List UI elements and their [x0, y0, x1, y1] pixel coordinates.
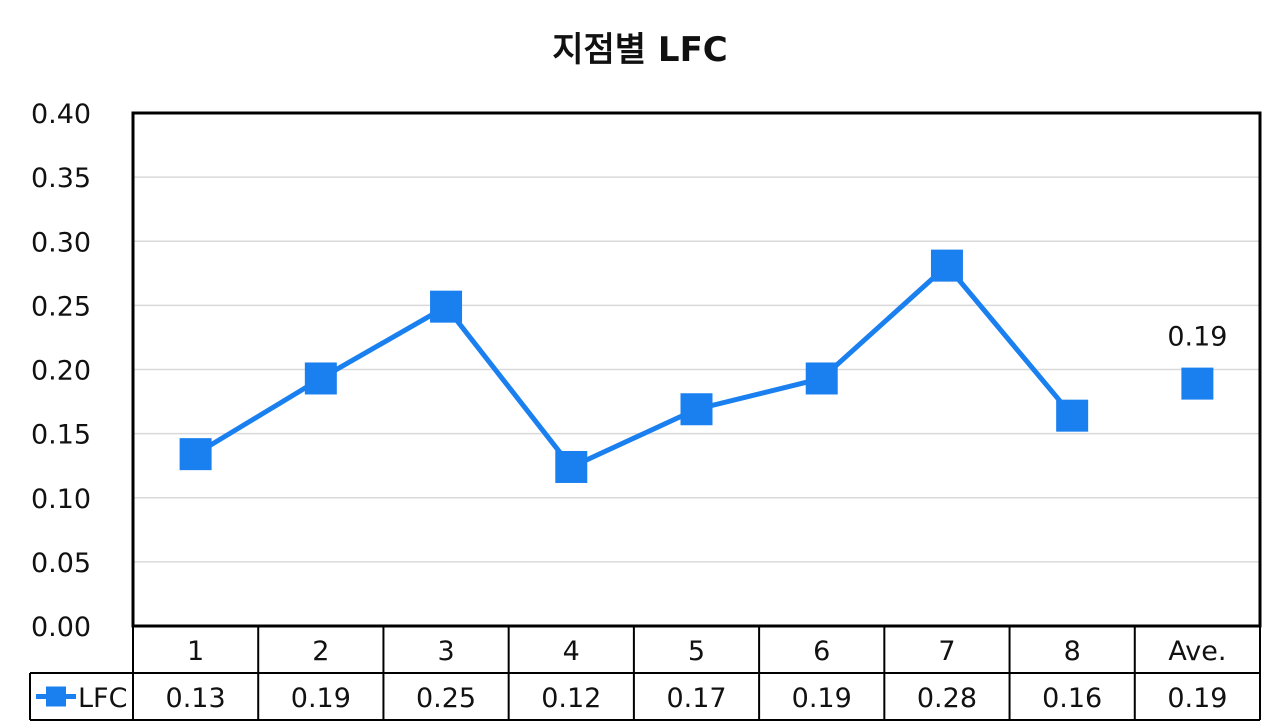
y-tick-label: 0.15 [31, 420, 91, 451]
series-lfc: 0.19 [179, 249, 1227, 483]
y-tick-label: 0.10 [31, 484, 91, 515]
y-tick-label: 0.00 [31, 612, 91, 643]
table-value: 0.13 [166, 683, 226, 714]
series-line [194, 263, 1075, 470]
category-label: 6 [813, 636, 830, 667]
table-value: 0.19 [291, 683, 351, 714]
y-tick-label: 0.30 [31, 227, 91, 258]
gridlines [131, 111, 1262, 628]
y-tick-label: 0.05 [31, 548, 91, 579]
category-label: 1 [187, 636, 204, 667]
table-value: 0.16 [1042, 683, 1102, 714]
data-marker [1056, 399, 1089, 432]
category-label: 5 [688, 636, 705, 667]
data-table: 1 2 3 4 5 6 7 8 Ave. 0.13 0.19 0.25 0.12 0.17 0.19 0.28… [29, 625, 1261, 721]
y-tick-label: 0.25 [31, 291, 91, 322]
category-label: 8 [1064, 636, 1081, 667]
data-marker [555, 450, 588, 483]
table-value: 0.28 [917, 683, 977, 714]
category-label: 4 [563, 636, 580, 667]
legend-series-name: LFC [78, 683, 127, 714]
category-label: Ave. [1168, 636, 1226, 667]
table-value: 0.25 [416, 683, 476, 714]
y-tick-label: 0.20 [31, 356, 91, 387]
table-value: 0.12 [541, 683, 601, 714]
table-value: 0.19 [792, 683, 852, 714]
category-label: 2 [312, 636, 329, 667]
category-label: 7 [938, 636, 955, 667]
y-tick-label: 0.35 [31, 163, 91, 194]
table-value: 0.17 [666, 683, 726, 714]
data-marker [1181, 367, 1214, 400]
category-label: 3 [437, 636, 454, 667]
data-marker [179, 438, 212, 471]
table-value: 0.19 [1167, 683, 1227, 714]
chart-title: 지점별 LFC [552, 30, 728, 70]
data-marker [430, 290, 463, 323]
y-tick-label: 0.40 [31, 99, 91, 130]
data-label: 0.19 [1167, 322, 1227, 353]
y-axis-ticks: 0.00 0.05 0.10 0.15 0.20 0.25 0.30 0.35 0.40 [31, 99, 91, 643]
data-marker [304, 362, 337, 395]
data-marker [930, 249, 963, 282]
data-marker [680, 393, 713, 426]
data-marker [805, 362, 838, 395]
legend-marker [46, 686, 66, 707]
